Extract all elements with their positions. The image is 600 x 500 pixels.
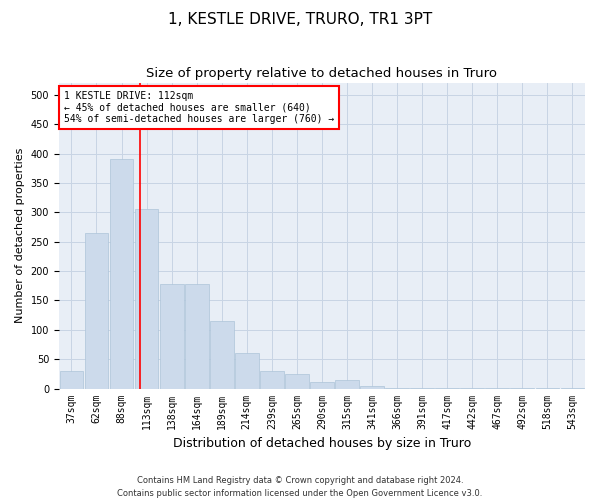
Y-axis label: Number of detached properties: Number of detached properties — [15, 148, 25, 324]
Bar — [134, 210, 158, 388]
Bar — [110, 160, 133, 388]
Bar — [210, 321, 233, 388]
Bar — [335, 380, 359, 388]
Bar — [160, 284, 184, 389]
Bar — [85, 233, 109, 388]
Title: Size of property relative to detached houses in Truro: Size of property relative to detached ho… — [146, 68, 497, 80]
Text: 1, KESTLE DRIVE, TRURO, TR1 3PT: 1, KESTLE DRIVE, TRURO, TR1 3PT — [168, 12, 432, 28]
Text: 1 KESTLE DRIVE: 112sqm
← 45% of detached houses are smaller (640)
54% of semi-de: 1 KESTLE DRIVE: 112sqm ← 45% of detached… — [64, 90, 334, 124]
X-axis label: Distribution of detached houses by size in Truro: Distribution of detached houses by size … — [173, 437, 471, 450]
Bar — [235, 354, 259, 388]
Text: Contains HM Land Registry data © Crown copyright and database right 2024.
Contai: Contains HM Land Registry data © Crown c… — [118, 476, 482, 498]
Bar — [285, 374, 309, 388]
Bar — [310, 382, 334, 388]
Bar — [59, 371, 83, 388]
Bar — [360, 386, 384, 388]
Bar — [185, 284, 209, 389]
Bar — [260, 371, 284, 388]
